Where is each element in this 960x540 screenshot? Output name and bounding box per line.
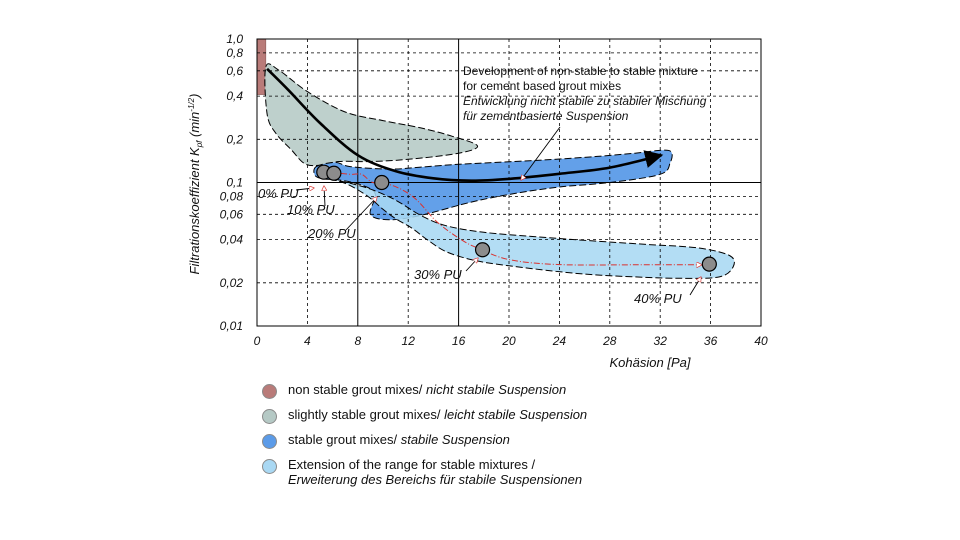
pu-leader-arrow bbox=[295, 188, 314, 190]
axis-labels: Kohäsion [Pa] Filtrationskoeffizient Kpf… bbox=[187, 94, 691, 370]
legend: non stable grout mixes/ nicht stabile Su… bbox=[262, 380, 862, 494]
grid bbox=[257, 39, 761, 326]
region-slightly-stable bbox=[264, 63, 479, 167]
y-tick-label: 0,1 bbox=[226, 176, 243, 190]
annotation-line-2: for cement based grout mixes bbox=[463, 79, 621, 93]
region-extension bbox=[329, 178, 735, 279]
y-tick-label: 0,4 bbox=[226, 89, 243, 103]
x-tick-label: 0 bbox=[254, 334, 261, 348]
x-axis-label: Kohäsion [Pa] bbox=[610, 355, 691, 370]
legend-item-non-stable: non stable grout mixes/ nicht stabile Su… bbox=[262, 380, 862, 402]
x-tick-label: 32 bbox=[654, 334, 668, 348]
annotation-line-3: Entwicklung nicht stabile zu stabiler Mi… bbox=[463, 94, 707, 108]
annotations: Development of non-stable to stable mixt… bbox=[463, 64, 707, 180]
x-tick-label: 20 bbox=[501, 334, 516, 348]
x-tick-label: 8 bbox=[354, 334, 361, 348]
legend-label-de: Erweiterung des Bereichs für stabile Sus… bbox=[288, 472, 583, 487]
y-tick-label: 1,0 bbox=[226, 32, 243, 46]
legend-label-en: Extension of the range for stable mixtur… bbox=[288, 457, 536, 472]
y-tick-label: 0,2 bbox=[226, 132, 243, 146]
trend-curve bbox=[266, 67, 664, 183]
pu-leader-arrow bbox=[465, 258, 478, 272]
y-axis-label: Filtrationskoeffizient Kpf (min-1/2) bbox=[187, 94, 204, 275]
legend-swatch-stable bbox=[262, 434, 277, 449]
pu-label: 0% PU bbox=[258, 186, 299, 201]
region-stable bbox=[313, 149, 673, 221]
x-tick-label: 4 bbox=[304, 334, 311, 348]
y-tick-label: 0,8 bbox=[226, 46, 243, 60]
y-tick-label: 0,6 bbox=[226, 64, 243, 78]
pu-label: 40% PU bbox=[634, 291, 682, 306]
x-tick-label: 36 bbox=[704, 334, 718, 348]
y-axis-label-unit: (min bbox=[187, 112, 202, 137]
legend-label-en: stable grout mixes/ bbox=[288, 432, 401, 447]
y-axis-label-unit-sup: -1/2 bbox=[187, 97, 196, 111]
pu-marker bbox=[474, 242, 491, 258]
pu-label: 20% PU bbox=[307, 226, 356, 241]
pu-trajectory bbox=[330, 171, 702, 265]
axes: 0 4 8 12 16 20 24 28 32 36 401,00,80,60,40,20,10,0… bbox=[220, 32, 768, 348]
pu-leader-arrow bbox=[689, 277, 701, 296]
y-axis-label-main: Filtrationskoeffizient K bbox=[187, 146, 202, 274]
legend-label-de: leicht stabile Suspension bbox=[444, 407, 588, 422]
pu-leader-arrow bbox=[324, 186, 325, 207]
pu-leader-arrow bbox=[345, 197, 377, 231]
y-axis-label-subscript: pf bbox=[195, 140, 204, 148]
legend-label-de: stabile Suspension bbox=[400, 432, 510, 447]
annotation-leader-arrow bbox=[521, 126, 561, 180]
stability-regions bbox=[256, 38, 735, 279]
y-tick-label: 0,01 bbox=[220, 319, 243, 333]
y-tick-label: 0,04 bbox=[220, 233, 244, 247]
x-tick-label: 16 bbox=[452, 334, 466, 348]
annotation-line-1: Development of non-stable to stable mixt… bbox=[463, 64, 698, 78]
legend-swatch-extension bbox=[262, 459, 277, 474]
pu-label: 30% PU bbox=[414, 267, 462, 282]
chart: 0 4 8 12 16 20 24 28 32 36 401,00,80,60,40,20,10,0… bbox=[187, 32, 768, 370]
x-tick-label: 28 bbox=[602, 334, 617, 348]
legend-swatch-non-stable bbox=[262, 384, 277, 399]
x-tick-label: 12 bbox=[402, 334, 416, 348]
plot-frame bbox=[256, 38, 762, 327]
legend-item-stable: stable grout mixes/ stabile Suspension bbox=[262, 430, 862, 452]
pu-marker bbox=[326, 165, 342, 181]
pu-marker bbox=[374, 174, 390, 191]
legend-item-slightly-stable: slightly stable grout mixes/ leicht stab… bbox=[262, 405, 862, 427]
pu-marker bbox=[701, 256, 717, 272]
annotation-line-4: für zementbasierte Suspension bbox=[463, 109, 629, 123]
trend-arrow bbox=[266, 67, 664, 183]
legend-swatch-slightly-stable bbox=[262, 409, 277, 424]
x-tick-label: 24 bbox=[552, 334, 567, 348]
legend-item-extension: Extension of the range for stable mixtur… bbox=[262, 455, 862, 491]
y-axis-label-unit-end: ) bbox=[187, 94, 202, 100]
y-tick-label: 0,06 bbox=[220, 207, 244, 221]
y-tick-label: 0,08 bbox=[220, 189, 244, 203]
y-tick-label: 0,02 bbox=[220, 276, 244, 290]
legend-label-en: slightly stable grout mixes/ bbox=[288, 407, 445, 422]
x-tick-label: 40 bbox=[754, 334, 768, 348]
legend-label-de: nicht stabile Suspension bbox=[426, 382, 567, 397]
legend-label-en: non stable grout mixes/ bbox=[288, 382, 427, 397]
pu-label: 10% PU bbox=[287, 202, 335, 217]
